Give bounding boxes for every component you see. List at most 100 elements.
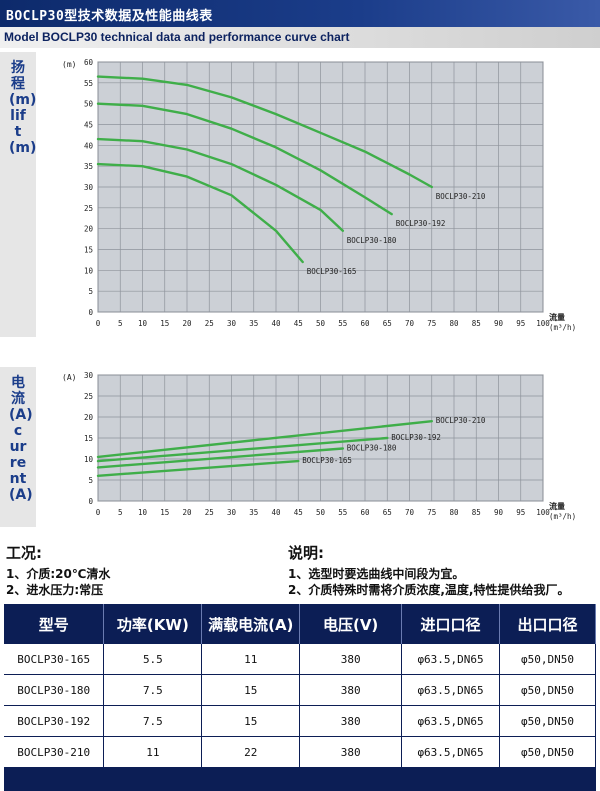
cell-outlet: φ50,DN50: [499, 736, 596, 768]
x-tick-label: 65: [383, 508, 392, 517]
cell-current: 22: [201, 736, 301, 768]
x-tick-label: 60: [360, 319, 370, 328]
y-tick-label: 5: [88, 476, 93, 485]
x-tick-label: 40: [271, 319, 281, 328]
x-tick-label: 45: [294, 508, 303, 517]
header-current: 满载电流(A): [201, 604, 301, 644]
y-tick-label: 45: [84, 121, 93, 130]
y-tick-label: 10: [84, 266, 94, 275]
series-label: BOCLP30-180: [347, 236, 397, 245]
table-row: BOCLP30-192 7.5 15 380 φ63.5,DN65 φ50,DN…: [4, 705, 596, 737]
empty-cell: [4, 767, 105, 791]
title-bar: BOCLP30型技术数据及性能曲线表: [0, 0, 600, 27]
x-tick-label: 20: [182, 508, 192, 517]
x-tick-label: 35: [249, 319, 258, 328]
x-tick-label: 65: [383, 319, 392, 328]
cell-model: BOCLP30-180: [4, 674, 105, 706]
cell-inlet: φ63.5,DN65: [401, 644, 501, 675]
working-condition-line-2: 2、进水压力:常压: [6, 583, 104, 597]
y-tick-label: 0: [88, 308, 93, 317]
x-tick-label: 70: [405, 319, 415, 328]
x-tick-label: 25: [205, 319, 214, 328]
y-axis-label: (m): [62, 60, 76, 69]
head-chart: 0 5 10 15 20 25 30 35 40 45 50 55 60 65 70 75 80 85 90 95 10…: [62, 58, 576, 332]
cell-power: 5.5: [103, 644, 203, 675]
x-tick-label: 60: [360, 508, 370, 517]
instructions-heading: 说明:: [288, 544, 324, 562]
head-side-label-text: 扬程(m) lift(m): [9, 60, 37, 156]
y-tick-label: 50: [84, 100, 94, 109]
spec-header-row: 型号 功率(KW) 满载电流(A) 电压(V) 进口口径 出口口径: [4, 604, 596, 644]
x-tick-label: 75: [427, 508, 436, 517]
spec-table: 型号 功率(KW) 满载电流(A) 电压(V) 进口口径 出口口径 BOCLP3…: [4, 604, 596, 791]
y-tick-label: 55: [84, 79, 93, 88]
x-axis-label: 流量: [549, 312, 565, 322]
y-tick-label: 15: [84, 246, 93, 255]
series-line-boclp30-210: [96, 420, 433, 459]
table-row: BOCLP30-180 7.5 15 380 φ63.5,DN65 φ50,DN…: [4, 674, 596, 706]
current-side-label: 电流(A) current(A): [9, 375, 33, 503]
series-line-boclp30-180: [96, 137, 344, 232]
x-tick-label: 45: [294, 319, 303, 328]
cell-power: 7.5: [103, 674, 203, 706]
x-tick-label: 55: [338, 508, 347, 517]
x-tick-label: 50: [316, 508, 326, 517]
instructions: 说明: 1、选型时要选曲线中间段为宜。 2、介质特殊时需将介质浓度,温度,特性提…: [288, 542, 569, 598]
x-tick-label: 80: [449, 319, 459, 328]
x-tick-label: 80: [449, 508, 459, 517]
x-tick-label: 30: [227, 508, 237, 517]
cell-voltage: 380: [299, 705, 403, 737]
table-row-empty: [4, 767, 596, 791]
empty-cell: [401, 767, 501, 791]
series-label: BOCLP30-192: [391, 433, 441, 442]
header-model: 型号: [4, 604, 105, 644]
y-tick-label: 15: [84, 434, 93, 443]
x-tick-label: 15: [160, 508, 169, 517]
x-tick-label: 75: [427, 319, 436, 328]
header-inlet: 进口口径: [401, 604, 501, 644]
current-side-panel: 电流(A) current(A): [0, 367, 36, 527]
x-tick-label: 95: [516, 508, 525, 517]
series-line-boclp30-210: [96, 75, 433, 189]
x-tick-label: 100: [536, 508, 550, 517]
y-tick-label: 5: [88, 287, 93, 296]
y-tick-label: 25: [84, 392, 93, 401]
current-side-label-text: 电流(A) current(A): [9, 375, 33, 503]
instruction-line-1: 1、选型时要选曲线中间段为宜。: [288, 567, 465, 581]
working-condition-line-1: 1、介质:20℃清水: [6, 567, 111, 581]
header-voltage: 电压(V): [299, 604, 403, 644]
cell-power: 7.5: [103, 705, 203, 737]
y-tick-label: 25: [84, 204, 93, 213]
x-tick-label: 70: [405, 508, 415, 517]
cell-voltage: 380: [299, 644, 403, 675]
cell-inlet: φ63.5,DN65: [401, 736, 501, 768]
x-axis-unit: (m³/h): [549, 323, 576, 332]
series-label: BOCLP30-192: [396, 219, 446, 228]
cell-current: 11: [201, 644, 301, 675]
series-line-boclp30-192: [96, 436, 389, 463]
current-chart: 0 5 10 15 20 25 30 35 40 45 50 55 60 65 70 75 80 85 90 95 10…: [62, 371, 576, 521]
x-tick-label: 10: [138, 508, 148, 517]
series-line-boclp30-165: [96, 162, 304, 264]
working-conditions-heading: 工况:: [6, 544, 42, 562]
series-line-boclp30-165: [96, 459, 300, 477]
head-side-label: 扬程(m) lift(m): [9, 60, 37, 156]
head-side-panel: 扬程(m) lift(m): [0, 52, 36, 337]
x-tick-label: 10: [138, 319, 148, 328]
series-label: BOCLP30-165: [302, 456, 352, 465]
x-tick-label: 15: [160, 319, 169, 328]
y-axis-label: (A): [62, 373, 76, 382]
x-tick-label: 90: [494, 319, 504, 328]
y-tick-label: 35: [84, 162, 93, 171]
series-label: BOCLP30-165: [307, 267, 357, 276]
cell-inlet: φ63.5,DN65: [401, 705, 501, 737]
cell-model: BOCLP30-192: [4, 705, 105, 737]
y-tick-label: 60: [84, 58, 94, 67]
y-tick-label: 30: [84, 371, 94, 380]
x-tick-label: 100: [536, 319, 550, 328]
y-tick-label: 20: [84, 225, 94, 234]
x-tick-label: 90: [494, 508, 504, 517]
empty-cell: [299, 767, 403, 791]
x-tick-label: 95: [516, 319, 525, 328]
cell-current: 15: [201, 674, 301, 706]
